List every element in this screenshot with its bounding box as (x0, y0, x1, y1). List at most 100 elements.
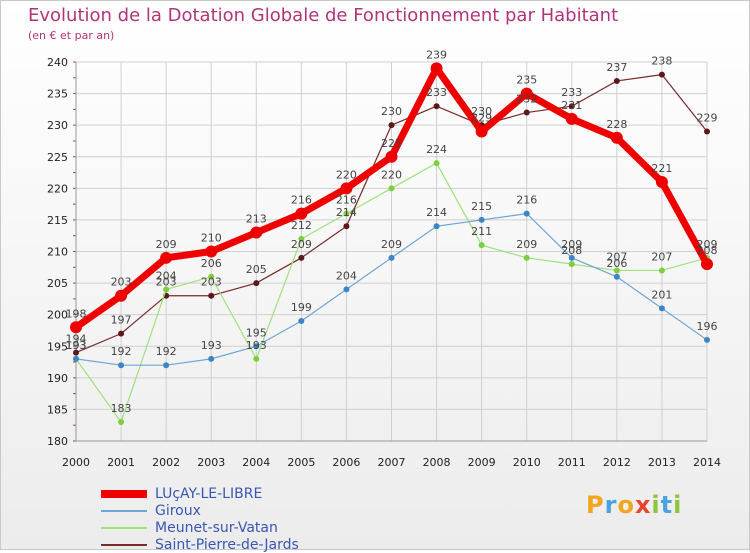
data-label: 209 (561, 238, 582, 251)
legend-label: Meunet-sur-Vatan (155, 519, 278, 536)
data-label: 213 (246, 213, 267, 226)
data-point (704, 128, 710, 135)
data-label: 203 (201, 276, 222, 289)
y-tick-label: 235 (47, 88, 68, 101)
y-tick-label: 210 (47, 246, 68, 259)
data-label: 210 (201, 232, 222, 245)
data-label: 192 (111, 345, 132, 358)
y-tick-label: 240 (47, 56, 68, 69)
data-label: 207 (606, 250, 627, 263)
data-label: 192 (156, 345, 177, 358)
data-label: 204 (156, 269, 177, 282)
data-label: 195 (246, 326, 267, 339)
logo-letter: t (660, 491, 674, 519)
legend-item: LUçAY-LE-LIBRE (101, 485, 299, 502)
data-point (73, 355, 79, 362)
data-point (253, 355, 260, 362)
data-point (298, 317, 305, 324)
data-label: 199 (291, 301, 312, 314)
data-label: 209 (381, 238, 402, 251)
data-label: 209 (697, 238, 718, 251)
x-tick-label: 2011 (558, 456, 586, 469)
data-point (568, 261, 575, 268)
legend-item: Saint-Pierre-de-Jards (101, 536, 299, 553)
logo-letter: P (586, 491, 605, 519)
data-label: 193 (201, 339, 222, 352)
data-point (253, 280, 260, 287)
data-label: 212 (291, 219, 312, 232)
data-label: 214 (426, 206, 447, 219)
data-label: 197 (111, 314, 132, 327)
data-point (613, 267, 620, 274)
legend-item: Giroux (101, 502, 299, 519)
data-point (388, 254, 395, 261)
data-label: 216 (336, 194, 357, 207)
data-label: 238 (651, 55, 672, 68)
x-tick-label: 2012 (603, 456, 631, 469)
y-tick-label: 215 (47, 214, 68, 227)
data-point (430, 62, 443, 75)
data-point (433, 103, 440, 110)
legend-label: Saint-Pierre-de-Jards (155, 536, 299, 553)
x-tick-label: 2010 (513, 456, 541, 469)
data-point (520, 87, 533, 100)
data-label: 198 (66, 307, 87, 320)
legend-swatch (101, 543, 147, 546)
data-point (70, 321, 82, 334)
legend-swatch (101, 489, 147, 498)
data-label: 237 (606, 61, 627, 74)
data-point (388, 122, 395, 129)
data-point (568, 254, 575, 261)
data-label: 203 (156, 276, 177, 289)
data-label: 193 (246, 339, 267, 352)
logo-letter: x (634, 491, 652, 519)
data-label: 205 (246, 263, 267, 276)
data-label: 235 (516, 74, 537, 87)
series-layer (70, 62, 713, 426)
legend-label: Giroux (155, 502, 201, 519)
y-tick-label: 225 (47, 151, 68, 164)
legend-item: Meunet-sur-Vatan (101, 519, 299, 536)
legend-label: LUçAY-LE-LIBRE (155, 485, 263, 502)
data-point (163, 286, 170, 293)
data-label: 221 (651, 162, 672, 175)
x-tick-label: 2007 (378, 456, 406, 469)
data-point (340, 182, 353, 195)
data-label: 183 (111, 402, 132, 415)
data-point (115, 289, 128, 302)
data-label: 233 (426, 86, 447, 99)
x-tick-label: 2005 (287, 456, 315, 469)
y-tick-label: 195 (47, 340, 68, 353)
data-point (253, 343, 260, 350)
logo-letter: r (604, 491, 618, 519)
data-point (433, 160, 440, 167)
data-point (118, 362, 125, 369)
data-point (610, 131, 623, 144)
data-label: 230 (381, 105, 402, 118)
data-label: 215 (471, 200, 492, 213)
data-label: 233 (561, 86, 582, 99)
data-label: 225 (381, 137, 402, 150)
data-point (163, 362, 170, 369)
data-label: 208 (697, 244, 718, 257)
data-point (208, 355, 215, 362)
data-label: 209 (516, 238, 537, 251)
chart-title: Evolution de la Dotation Globale de Fonc… (28, 5, 619, 26)
data-label: 220 (336, 168, 357, 181)
data-label: 239 (426, 48, 447, 61)
data-point (118, 419, 125, 426)
data-label: 214 (336, 206, 357, 219)
data-label: 220 (381, 168, 402, 181)
data-point (433, 223, 440, 230)
data-labels: 194 197 203 203 205 209 214 230 233 230 232 233 237 2… (66, 48, 718, 415)
x-tick-label: 2002 (152, 456, 180, 469)
data-label: 204 (336, 269, 357, 282)
y-tick-label: 180 (47, 435, 68, 448)
data-point (475, 125, 488, 138)
data-label: 193 (66, 339, 87, 352)
data-label: 206 (606, 257, 627, 270)
data-point (343, 210, 350, 217)
data-label: 208 (561, 244, 582, 257)
data-label: 193 (66, 339, 87, 352)
